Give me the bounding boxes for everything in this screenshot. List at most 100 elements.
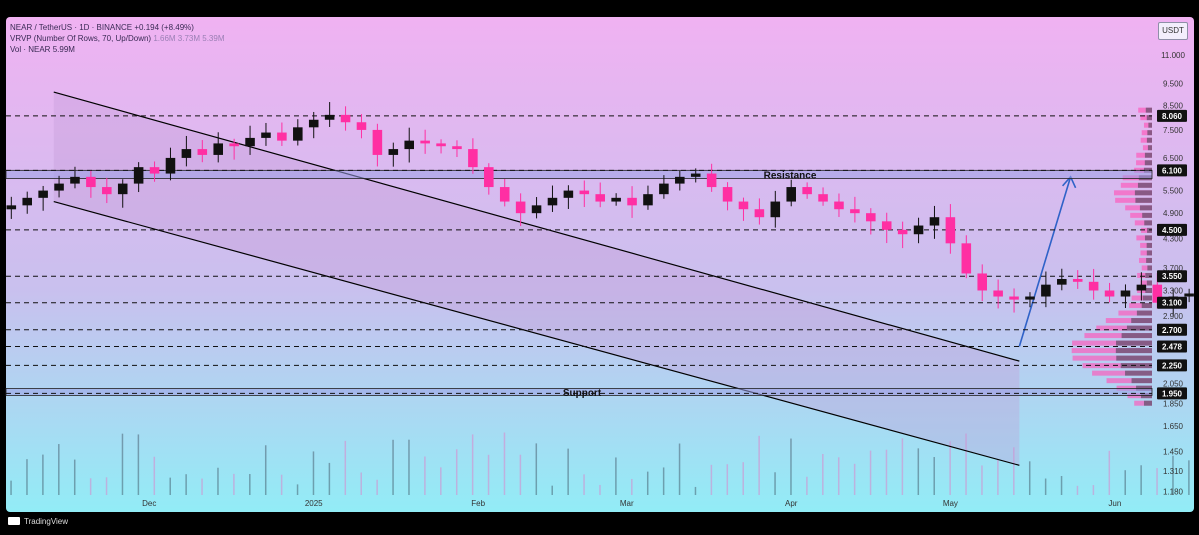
candle-body <box>452 146 462 150</box>
candle-body <box>308 119 319 128</box>
price-tick: 2.050 <box>1163 380 1184 389</box>
vrvp-bar-down <box>1147 130 1152 136</box>
candle-body <box>659 183 669 195</box>
candle-body <box>149 167 160 174</box>
volume-bar <box>280 474 283 495</box>
vrvp-bar <box>1137 272 1152 278</box>
candle-body <box>213 143 223 155</box>
tradingview-brand[interactable]: TradingView <box>8 517 68 526</box>
volume-bar <box>249 474 251 495</box>
candle-body <box>722 187 733 202</box>
vrvp-bar-down <box>1147 265 1152 271</box>
vrvp-bar <box>1106 378 1152 384</box>
vrvp-bar-down <box>1125 370 1152 376</box>
price-tick: 4.900 <box>1163 209 1184 218</box>
candle-body <box>1041 284 1051 297</box>
volume-bar <box>26 459 28 495</box>
vrvp-bar-down <box>1141 303 1152 309</box>
price-tick: 1.650 <box>1163 422 1184 431</box>
candle-body <box>611 197 621 202</box>
vrvp-bar-down <box>1145 107 1152 113</box>
time-tick: May <box>943 499 958 508</box>
vrvp-bar <box>1105 318 1152 324</box>
candle-body <box>547 197 558 206</box>
legend-vrvp-values: 1.66M 3.73M 5.39M <box>153 34 225 43</box>
price-tick: 7.500 <box>1163 126 1184 135</box>
candle-body <box>913 225 924 235</box>
candle-body <box>1009 296 1019 300</box>
volume-bar <box>73 459 76 495</box>
level-price-label: 8.060 <box>1162 112 1183 121</box>
volume-bar <box>1156 468 1158 495</box>
candle-body <box>133 167 144 184</box>
volume-bar <box>615 457 617 495</box>
candle-body <box>70 176 80 184</box>
volume-bar <box>1013 447 1015 495</box>
candle-body <box>706 173 717 188</box>
vrvp-bar <box>1120 182 1152 188</box>
legend-vrvp[interactable]: VRVP (Number Of Rows, 70, Up/Down) <box>10 34 152 43</box>
volume-bar <box>1188 460 1190 495</box>
descending-channel <box>53 91 1077 466</box>
price-tick: 3.700 <box>1163 264 1184 273</box>
candle-body <box>531 205 542 214</box>
vrvp-bar <box>1072 355 1152 361</box>
channel-lower-line <box>53 200 1020 466</box>
volume-bar <box>392 439 394 495</box>
volume-bar <box>742 462 744 495</box>
vrvp-bar-down <box>1137 182 1152 188</box>
candle-body <box>834 201 844 210</box>
volume-bar <box>376 479 378 495</box>
time-tick: Feb <box>471 499 485 508</box>
legend-symbol[interactable]: NEAR / TetherUS · 1D · BINANCE <box>10 23 133 32</box>
volume-bar <box>137 434 140 495</box>
candle-body <box>499 187 510 202</box>
volume-bar <box>312 451 315 495</box>
level-price-label: 3.550 <box>1162 272 1183 281</box>
vrvp-bar <box>1140 242 1152 248</box>
candle-body <box>802 187 812 195</box>
vrvp-bar-down <box>1135 197 1152 203</box>
volume-bar <box>1044 478 1047 495</box>
candle-body <box>277 132 287 141</box>
vrvp-bar-down <box>1147 227 1152 233</box>
price-tick: 11.000 <box>1161 51 1185 60</box>
price-tick: 6.500 <box>1163 154 1184 163</box>
volume-bar <box>837 457 840 495</box>
legend-vol[interactable]: Vol · NEAR <box>10 45 51 54</box>
legend-vol-value: 5.99M <box>52 45 75 54</box>
level-price-label: 4.500 <box>1162 226 1183 235</box>
volume-bar <box>694 486 697 495</box>
brand-label: TradingView <box>24 517 69 526</box>
zone-support <box>5 388 1153 396</box>
price-tick: 2.900 <box>1163 312 1184 321</box>
volume-bars <box>10 432 1190 495</box>
level-price-label: 2.250 <box>1162 361 1183 370</box>
candle-body <box>372 129 383 155</box>
candle-body <box>1104 290 1115 297</box>
time-tick: 2025 <box>305 499 323 508</box>
candle-body <box>356 122 367 130</box>
candle-body <box>977 273 987 291</box>
level-price-label: 3.100 <box>1162 299 1183 308</box>
volume-bar <box>981 465 983 495</box>
candle-body <box>770 201 781 218</box>
vrvp-bar-down <box>1142 295 1152 301</box>
volume-bar <box>471 434 474 495</box>
candle-body <box>1136 284 1147 291</box>
volume-bar <box>42 454 44 495</box>
candle-body <box>690 173 701 177</box>
volume-bar <box>1172 455 1174 495</box>
volume-bar <box>599 484 601 495</box>
candle-body <box>197 149 208 155</box>
volume-bar <box>774 472 776 495</box>
channel-fill <box>53 92 1020 466</box>
vrvp-bar <box>1129 303 1152 309</box>
vrvp-bar <box>1125 205 1152 211</box>
candle-body <box>261 132 271 138</box>
vrvp-bar-down <box>1136 310 1152 316</box>
currency-button[interactable]: USDT <box>1158 22 1188 40</box>
vrvp-bar-down <box>1148 122 1152 128</box>
vrvp-bar <box>1136 235 1152 241</box>
